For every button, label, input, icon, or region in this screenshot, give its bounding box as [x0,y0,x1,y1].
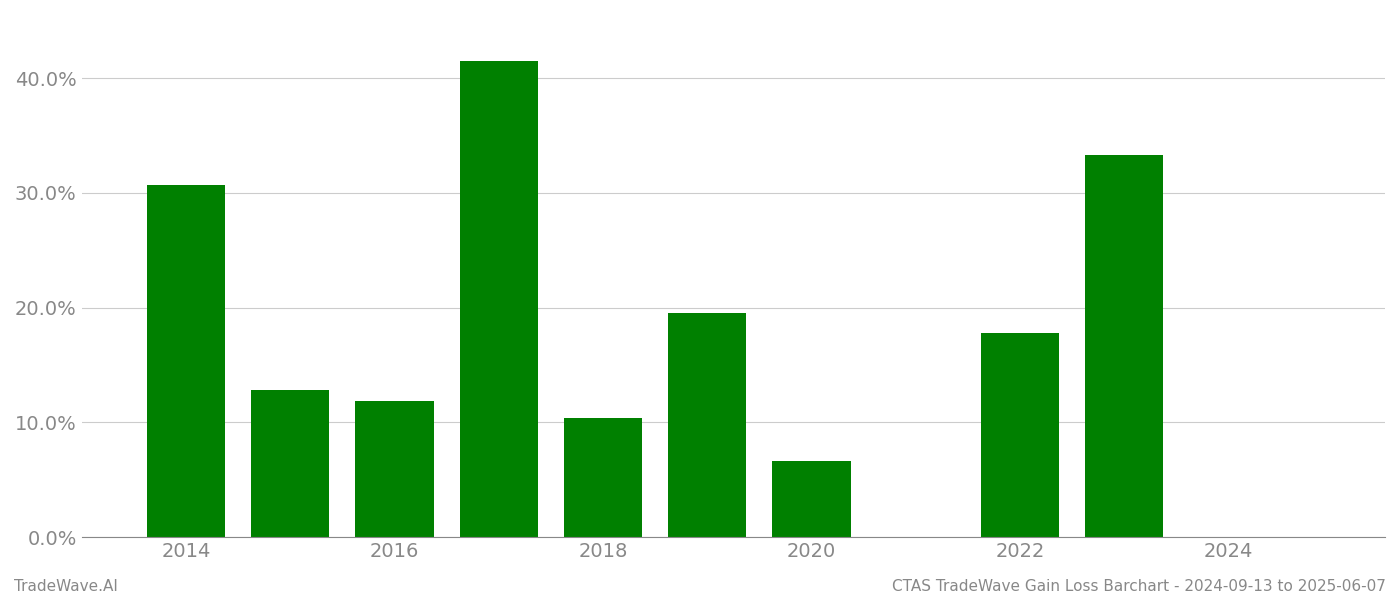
Bar [773,461,851,537]
Bar [1085,155,1163,537]
Bar [356,401,434,537]
Text: CTAS TradeWave Gain Loss Barchart - 2024-09-13 to 2025-06-07: CTAS TradeWave Gain Loss Barchart - 2024… [892,579,1386,594]
Bar [147,185,225,537]
Bar [251,390,329,537]
Bar [981,333,1060,537]
Bar [668,313,746,537]
Bar [459,61,538,537]
Text: TradeWave.AI: TradeWave.AI [14,579,118,594]
Bar [564,418,643,537]
